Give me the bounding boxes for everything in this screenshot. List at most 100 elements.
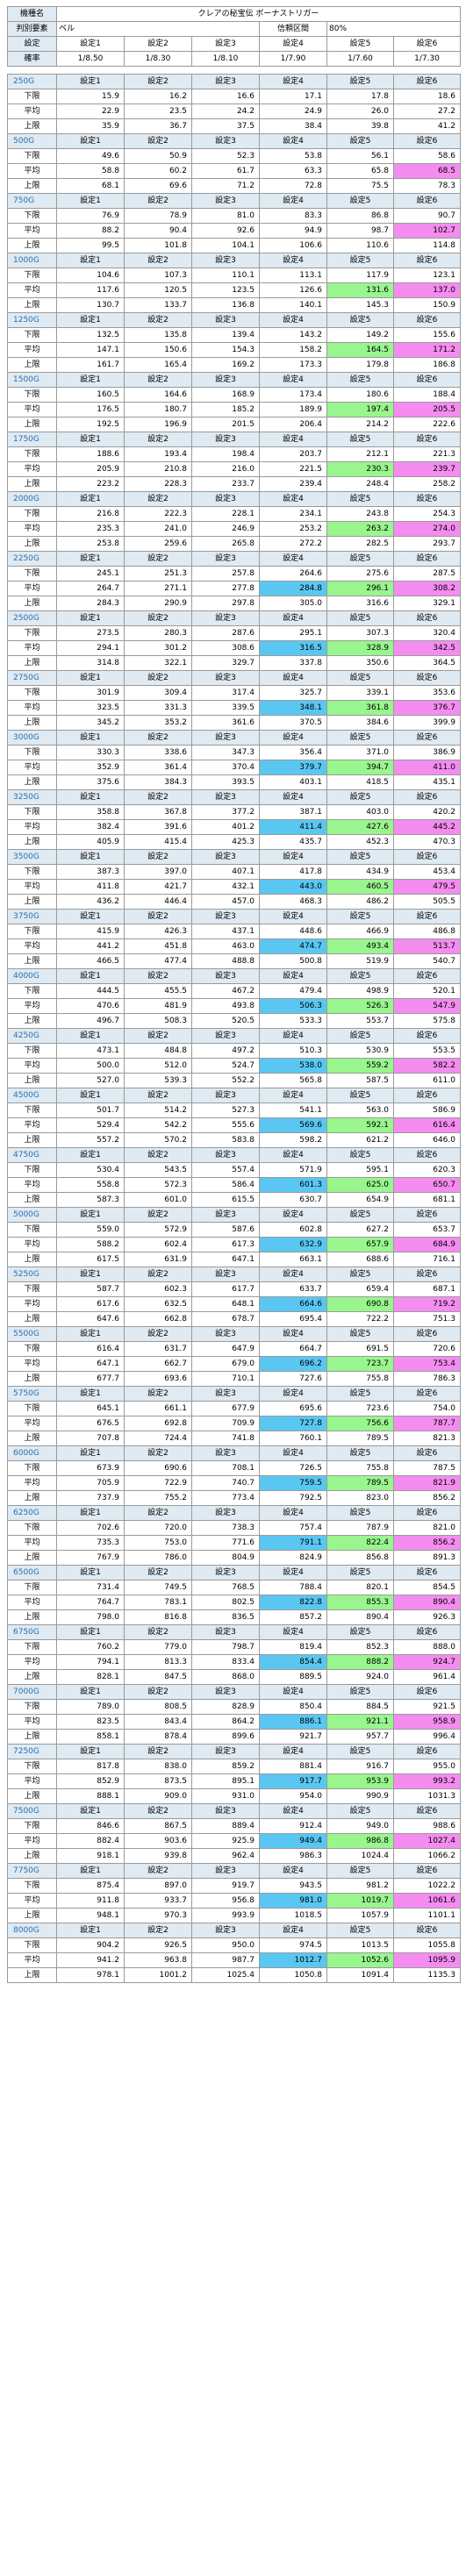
value-cell-setting-3[interactable]: 889.4 [191,1818,260,1834]
section-setting-1-header[interactable]: 設定1 [56,1803,125,1819]
value-cell-setting-3[interactable]: 16.6 [191,89,260,104]
section-setting-4-header[interactable]: 設定4 [259,1565,327,1581]
section-setting-4-header[interactable]: 設定4 [259,1326,327,1342]
section-setting-3-header[interactable]: 設定3 [191,849,260,865]
value-cell-setting-2[interactable]: 78.9 [124,208,192,224]
value-cell-setting-1[interactable]: 948.1 [56,1908,125,1923]
section-setting-6-header[interactable]: 設定6 [393,1565,461,1581]
value-cell-setting-1[interactable]: 527.0 [56,1073,125,1088]
value-cell-setting-6[interactable]: 399.9 [393,715,461,731]
value-cell-setting-6[interactable]: 445.2 [393,819,461,835]
section-game-count[interactable]: 250G [7,74,57,89]
section-setting-5-header[interactable]: 設定5 [326,1267,394,1282]
confidence-label[interactable]: 信頼区間 [259,21,327,37]
value-cell-setting-6[interactable]: 479.5 [393,879,461,895]
value-cell-setting-2[interactable]: 135.8 [124,327,192,343]
value-cell-setting-5[interactable]: 275.6 [326,566,394,582]
row-label-average[interactable]: 平均 [7,282,57,298]
value-cell-setting-5[interactable]: 981.2 [326,1878,394,1894]
section-setting-6-header[interactable]: 設定6 [393,1147,461,1163]
value-cell-setting-2[interactable]: 867.5 [124,1818,192,1834]
value-cell-setting-3[interactable]: 377.2 [191,804,260,820]
row-label-upper[interactable]: 上限 [7,1669,57,1685]
section-setting-2-header[interactable]: 設定2 [124,1445,192,1461]
value-cell-setting-4[interactable]: 203.7 [259,446,327,462]
section-setting-1-header[interactable]: 設定1 [56,730,125,746]
value-cell-setting-3[interactable]: 136.8 [191,297,260,313]
value-cell-setting-3[interactable]: 587.6 [191,1222,260,1238]
value-cell-setting-2[interactable]: 23.5 [124,103,192,119]
section-game-count[interactable]: 4250G [7,1028,57,1044]
value-cell-setting-3[interactable]: 677.9 [191,1401,260,1416]
value-cell-setting-5[interactable]: 691.5 [326,1341,394,1357]
value-cell-setting-6[interactable]: 890.4 [393,1595,461,1610]
section-setting-6-header[interactable]: 設定6 [393,1624,461,1640]
row-label-upper[interactable]: 上限 [7,1848,57,1864]
value-cell-setting-5[interactable]: 86.8 [326,208,394,224]
section-setting-1-header[interactable]: 設定1 [56,372,125,388]
value-cell-setting-4[interactable]: 565.8 [259,1073,327,1088]
row-label-lower[interactable]: 下限 [7,1699,57,1715]
value-cell-setting-6[interactable]: 926.3 [393,1609,461,1625]
value-cell-setting-1[interactable]: 559.0 [56,1222,125,1238]
row-label-average[interactable]: 平均 [7,461,57,477]
value-cell-setting-2[interactable]: 36.7 [124,118,192,134]
section-setting-3-header[interactable]: 設定3 [191,730,260,746]
row-label-lower[interactable]: 下限 [7,1818,57,1834]
value-cell-setting-1[interactable]: 104.6 [56,268,125,283]
value-cell-setting-6[interactable]: 150.9 [393,297,461,313]
value-cell-setting-5[interactable]: 953.9 [326,1773,394,1789]
value-cell-setting-2[interactable]: 331.3 [124,700,192,716]
section-setting-3-header[interactable]: 設定3 [191,1565,260,1581]
value-cell-setting-2[interactable]: 338.6 [124,745,192,760]
value-cell-setting-6[interactable]: 993.2 [393,1773,461,1789]
value-cell-setting-4[interactable]: 264.6 [259,566,327,582]
value-cell-setting-3[interactable]: 962.4 [191,1848,260,1864]
value-cell-setting-4[interactable]: 506.3 [259,998,327,1014]
value-cell-setting-1[interactable]: 58.8 [56,163,125,179]
value-cell-setting-5[interactable]: 916.7 [326,1759,394,1774]
value-cell-setting-1[interactable]: 676.5 [56,1416,125,1431]
value-cell-setting-3[interactable]: 1025.4 [191,1967,260,1983]
value-cell-setting-6[interactable]: 1101.1 [393,1908,461,1923]
section-setting-6-header[interactable]: 設定6 [393,74,461,89]
value-cell-setting-5[interactable]: 180.6 [326,387,394,403]
value-cell-setting-1[interactable]: 588.2 [56,1237,125,1252]
section-setting-2-header[interactable]: 設定2 [124,610,192,626]
value-cell-setting-4[interactable]: 569.6 [259,1117,327,1133]
section-setting-3-header[interactable]: 設定3 [191,1863,260,1879]
value-cell-setting-6[interactable]: 924.7 [393,1654,461,1670]
section-setting-5-header[interactable]: 設定5 [326,551,394,567]
value-cell-setting-1[interactable]: 789.0 [56,1699,125,1715]
value-cell-setting-2[interactable]: 133.7 [124,297,192,313]
section-setting-4-header[interactable]: 設定4 [259,133,327,149]
value-cell-setting-1[interactable]: 875.4 [56,1878,125,1894]
value-cell-setting-1[interactable]: 918.1 [56,1848,125,1864]
value-cell-setting-6[interactable]: 1061.6 [393,1893,461,1909]
value-cell-setting-5[interactable]: 350.6 [326,655,394,671]
value-cell-setting-5[interactable]: 921.1 [326,1714,394,1730]
section-setting-3-header[interactable]: 設定3 [191,432,260,447]
value-cell-setting-6[interactable]: 653.7 [393,1222,461,1238]
value-cell-setting-3[interactable]: 329.7 [191,655,260,671]
value-cell-setting-4[interactable]: 757.4 [259,1520,327,1536]
value-cell-setting-3[interactable]: 557.4 [191,1162,260,1178]
section-setting-2-header[interactable]: 設定2 [124,312,192,328]
value-cell-setting-3[interactable]: 198.4 [191,446,260,462]
value-cell-setting-3[interactable]: 804.9 [191,1550,260,1566]
section-setting-1-header[interactable]: 設定1 [56,1445,125,1461]
value-cell-setting-5[interactable]: 384.6 [326,715,394,731]
section-setting-4-header[interactable]: 設定4 [259,670,327,686]
value-cell-setting-5[interactable]: 986.8 [326,1833,394,1849]
row-label-average[interactable]: 平均 [7,1117,57,1133]
section-game-count[interactable]: 2000G [7,491,57,507]
value-cell-setting-2[interactable]: 251.3 [124,566,192,582]
value-cell-setting-6[interactable]: 888.0 [393,1639,461,1655]
value-cell-setting-1[interactable]: 411.8 [56,879,125,895]
section-setting-3-header[interactable]: 設定3 [191,1088,260,1103]
section-setting-5-header[interactable]: 設定5 [326,1445,394,1461]
value-cell-setting-1[interactable]: 294.1 [56,640,125,656]
value-cell-setting-2[interactable]: 779.0 [124,1639,192,1655]
value-cell-setting-2[interactable]: 601.0 [124,1192,192,1208]
value-cell-setting-5[interactable]: 263.2 [326,521,394,537]
